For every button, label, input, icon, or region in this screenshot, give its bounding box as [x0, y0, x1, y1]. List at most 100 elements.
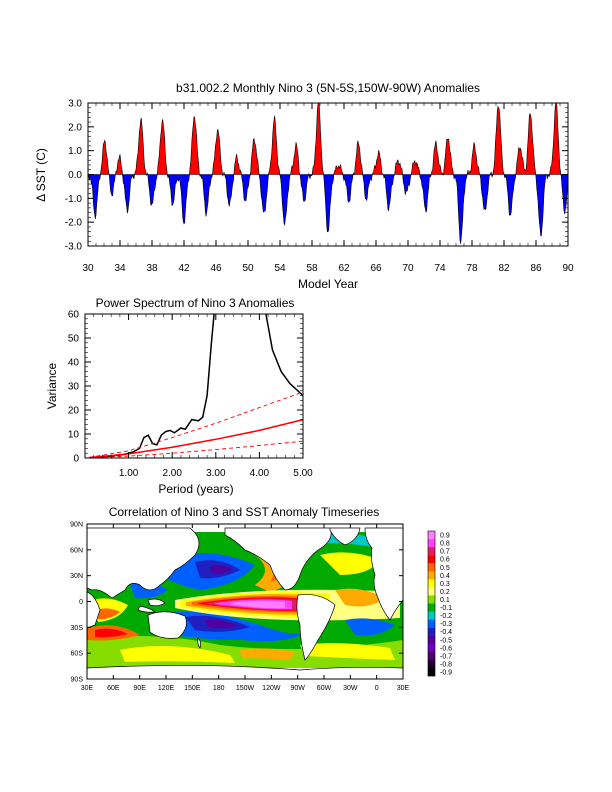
colorbar-swatch	[428, 619, 435, 628]
colorbar-label: 0.8	[440, 541, 450, 548]
lat-tick-label: 30N	[70, 573, 83, 580]
x-tick-label: 86	[530, 263, 542, 274]
eurasia-landmass	[87, 527, 200, 599]
spectrum-series-line-4	[89, 440, 304, 459]
colorbar-label: 0.4	[440, 573, 450, 580]
europe-africa-landmass	[364, 527, 403, 621]
x-tick-label: 3.00	[206, 468, 226, 479]
spectrum-series-line-0	[89, 313, 215, 459]
x-tick-label: 82	[498, 263, 510, 274]
x-tick-label: 1.00	[119, 468, 139, 479]
colorbar-label: -0.9	[440, 669, 452, 676]
lon-tick-label: 120E	[158, 685, 175, 692]
south-america-landmass	[296, 594, 336, 661]
colorbar-label: -0.2	[440, 613, 452, 620]
colorbar-label: 0.7	[440, 549, 450, 556]
timeseries-y-label: Δ SST (C)	[34, 148, 48, 202]
colorbar: 0.90.80.70.60.50.40.30.20.1-0.1-0.2-0.3-…	[427, 530, 452, 677]
colorbar-label: -0.5	[440, 637, 452, 644]
colorbar-label: 0.5	[440, 565, 450, 572]
lon-tick-label: 0	[375, 685, 379, 692]
x-tick-label: 38	[146, 263, 158, 274]
colorbar-swatch	[428, 603, 435, 612]
y-tick-label: 50	[68, 334, 80, 345]
spectrum-axes: 1.00 2.00 3.00 4.00 5.00 0 10 20 30 40 50 60	[68, 310, 313, 480]
colorbar-swatch	[428, 563, 435, 572]
positive-anomaly-area	[88, 103, 568, 175]
correlation-map-chart: Correlation of Nino 3 and SST Anomaly Ti…	[70, 505, 452, 692]
x-tick-label: 78	[466, 263, 478, 274]
spectrum-y-label: Variance	[45, 362, 59, 409]
y-tick-label: -1.0	[65, 194, 83, 205]
x-tick-label: 54	[274, 263, 286, 274]
lon-tick-label: 180	[213, 685, 225, 692]
colorbar-swatch	[428, 539, 435, 548]
borneo-landmass	[147, 598, 166, 607]
x-tick-label: 50	[242, 263, 254, 274]
nino3-timeseries-chart: b31.002.2 Monthly Nino 3 (5N-5S,150W-90W…	[34, 81, 574, 291]
lon-tick-label: 60W	[317, 685, 332, 692]
lon-tick-label: 30E	[397, 685, 410, 692]
north-america-landmass	[224, 527, 332, 591]
power-spectrum-chart: Power Spectrum of Nino 3 Anomalies 1.00 2…	[45, 296, 313, 496]
timeseries-x-label: Model Year	[298, 277, 358, 291]
lat-tick-label: 60S	[71, 651, 84, 658]
negative-anomaly-area	[88, 174, 568, 244]
x-tick-label: 62	[338, 263, 350, 274]
map-axes: 30E 60E 90E 120E 150E 180 150W 120W 90W 60W 30W 0 30…	[70, 522, 409, 693]
greenland-landmass	[329, 527, 361, 546]
colorbar-swatch	[428, 643, 435, 653]
y-tick-label: 0	[73, 454, 79, 465]
colorbar-swatch	[428, 587, 435, 596]
x-tick-label: 46	[210, 263, 222, 274]
spectrum-title: Power Spectrum of Nino 3 Anomalies	[96, 296, 295, 310]
map-title: Correlation of Nino 3 and SST Anomaly Ti…	[109, 505, 380, 519]
y-tick-label: 3.0	[68, 99, 82, 110]
colorbar-swatch	[428, 579, 435, 588]
x-tick-label: 70	[402, 263, 414, 274]
x-tick-label: 90	[562, 263, 574, 274]
colorbar-label: 0.9	[440, 533, 450, 540]
colorbar-label: -0.4	[440, 629, 452, 636]
timeseries-axes: 30 34 38 42 46 50 54 58 62 66 70 74 78 82 86 90 3.0 2.0 1.…	[65, 99, 574, 275]
colorbar-label: -0.3	[440, 621, 452, 628]
colorbar-swatch	[428, 555, 435, 564]
y-tick-label: 1.0	[68, 146, 82, 157]
colorbar-label: 0.1	[440, 597, 450, 604]
timeseries-title: b31.002.2 Monthly Nino 3 (5N-5S,150W-90W…	[176, 81, 480, 95]
spectrum-series-line-3	[89, 391, 304, 458]
x-tick-label: 74	[434, 263, 446, 274]
spectrum-series-line-1	[265, 313, 304, 397]
lat-tick-label: 30S	[71, 625, 84, 632]
colorbar-swatch	[428, 595, 435, 604]
colorbar-label: 0.6	[440, 557, 450, 564]
colorbar-label: 0.3	[440, 581, 450, 588]
colorbar-label: -0.8	[440, 661, 452, 668]
x-tick-label: 4.00	[250, 468, 270, 479]
lat-tick-label: 90N	[70, 522, 83, 529]
colorbar-swatch	[428, 611, 435, 620]
spectrum-series-line-2	[89, 418, 304, 459]
lon-tick-label: 90E	[133, 685, 146, 692]
y-tick-label: 2.0	[68, 122, 82, 133]
lat-tick-label: 60N	[70, 547, 83, 554]
lon-tick-label: 60E	[107, 685, 120, 692]
colorbar-swatch	[428, 571, 435, 580]
colorbar-swatch	[428, 635, 435, 644]
lon-tick-label: 150E	[184, 685, 201, 692]
lat-tick-label: 90S	[71, 677, 84, 684]
x-tick-label: 30	[82, 263, 94, 274]
colorbar-frame	[427, 530, 436, 677]
y-tick-label: 0.0	[68, 170, 82, 181]
x-tick-label: 2.00	[162, 468, 182, 479]
y-tick-label: 10	[68, 430, 80, 441]
y-tick-label: 30	[68, 382, 80, 393]
y-tick-label: 60	[68, 310, 80, 321]
lon-tick-label: 120W	[262, 685, 281, 692]
y-tick-label: -2.0	[65, 218, 83, 229]
x-tick-label: 58	[306, 263, 318, 274]
colorbar-swatch	[428, 627, 435, 636]
colorbar-label: 0.2	[440, 589, 450, 596]
colorbar-swatch	[428, 547, 435, 556]
